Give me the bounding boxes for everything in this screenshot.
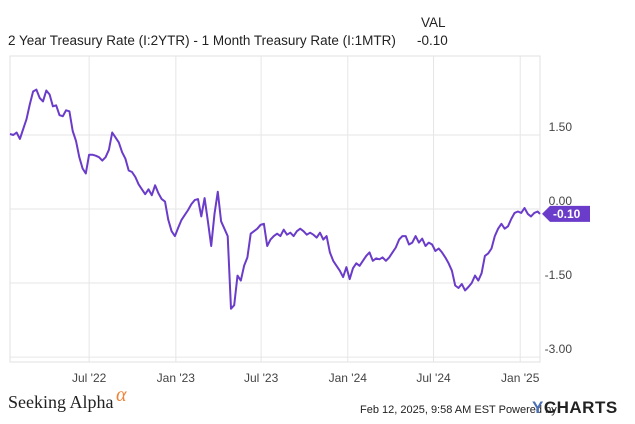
y-tick-label-0: 1.50 <box>549 120 573 134</box>
series-line <box>9 88 541 310</box>
ycharts-logo-text: CHARTS <box>543 398 618 417</box>
timestamp-powered-by: Feb 12, 2025, 9:58 AM EST Powered by <box>360 404 557 416</box>
y-tick-label-2: -1.50 <box>545 268 573 282</box>
x-tick-label-2: Jul '23 <box>244 371 279 385</box>
last-value-label: -0.10 <box>553 207 581 221</box>
y-axis-tick-labels: 1.50 0.00 -1.50 -3.00 <box>545 120 573 356</box>
last-value-tag <box>542 205 590 222</box>
x-tick-label-3: Jan '24 <box>329 371 368 385</box>
x-axis-tick-labels: Jul '22 Jan '23 Jul '23 Jan '24 Jul '24 Jan '… <box>72 371 540 385</box>
x-tick-label-4: Jul '24 <box>416 371 451 385</box>
last-value-marker: -0.10 <box>542 205 590 222</box>
y-tick-label-1: 0.00 <box>549 194 573 208</box>
seeking-alpha-logo: Seeking Alpha <box>8 392 114 412</box>
x-tick-label-1: Jan '23 <box>157 371 196 385</box>
ycharts-logo-mark: Y <box>532 398 544 417</box>
alpha-logo-mark: α <box>116 384 127 406</box>
ycharts-logo: YCHARTS <box>532 398 618 418</box>
value-column-header: VAL <box>421 15 446 30</box>
series-current-value: -0.10 <box>417 33 448 48</box>
x-tick-label-0: Jul '22 <box>72 371 107 385</box>
y-tick-label-3: -3.00 <box>545 342 573 356</box>
series-legend-label: 2 Year Treasury Rate (I:2YTR) - 1 Month … <box>8 33 396 48</box>
y-gridlines <box>10 134 540 358</box>
x-tick-label-5: Jan '25 <box>501 371 540 385</box>
